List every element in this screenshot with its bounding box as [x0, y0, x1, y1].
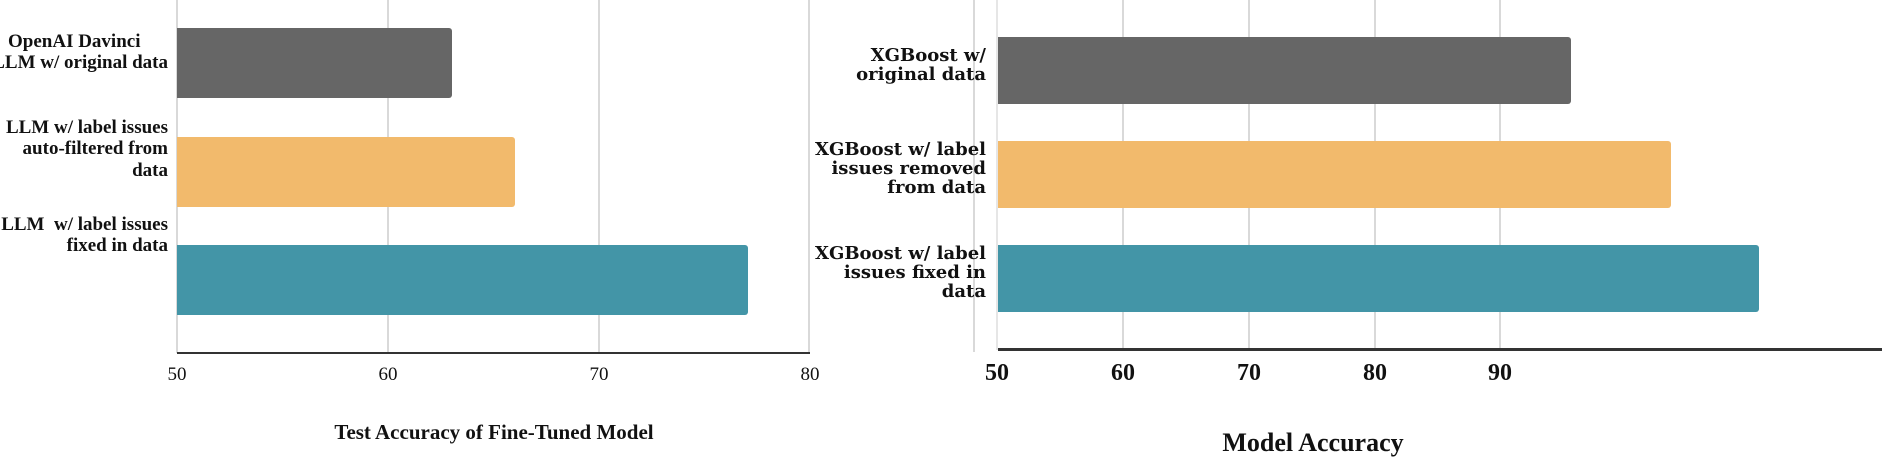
- tick-label: 50: [167, 364, 187, 385]
- category-label-xgb-removed: XGBoost w/ label issues removed from dat…: [786, 139, 986, 198]
- tick-label: 80: [1363, 360, 1387, 386]
- category-label-xgb-original: XGBoost w/ original data: [786, 45, 986, 85]
- label-line: LLM w/ label issues: [1, 214, 168, 235]
- gridline-80: [808, 0, 810, 353]
- label-line: issues removed: [831, 157, 986, 179]
- label-line: issues fixed in: [843, 261, 986, 283]
- label-line: OpenAI Davinci: [8, 31, 141, 52]
- tick-label: 60: [378, 364, 398, 385]
- x-axis-line: [177, 352, 810, 354]
- label-line: auto-filtered from: [22, 138, 168, 160]
- tick-label: 80: [800, 364, 820, 385]
- category-label-original: OpenAI Davinci LLM w/ original data: [0, 31, 168, 74]
- tick-label: 70: [1237, 360, 1261, 386]
- label-line: original data: [856, 63, 986, 85]
- tick-label: 50: [985, 360, 1009, 386]
- label-line: LLM w/ original data: [0, 52, 168, 74]
- bar-original-data: [177, 28, 452, 98]
- bar-auto-filtered: [177, 137, 515, 207]
- label-line: XGBoost w/ label: [815, 243, 986, 264]
- left-chart: OpenAI Davinci LLM w/ original data LLM …: [0, 0, 900, 470]
- tick-label: 70: [589, 364, 609, 385]
- panel-divider: [973, 0, 975, 352]
- x-axis-title: Model Accuracy: [1222, 428, 1404, 457]
- label-line: XGBoost w/ label: [815, 139, 986, 160]
- label-line: LLM w/ label issues: [5, 117, 168, 138]
- category-label-xgb-fixed: XGBoost w/ label issues fixed in data: [786, 243, 986, 302]
- category-label-auto-filtered: LLM w/ label issues auto-filtered from d…: [0, 117, 168, 181]
- axis-left-line: [996, 0, 998, 350]
- x-axis-title: Test Accuracy of Fine-Tuned Model: [334, 420, 654, 444]
- category-label-fixed: LLM w/ label issues fixed in data: [0, 214, 168, 257]
- tick-label: 60: [1111, 360, 1135, 386]
- gridline-70: [598, 0, 600, 353]
- label-line: fixed in data: [66, 235, 168, 257]
- bar-xgb-original: [998, 37, 1571, 104]
- x-axis-line: [998, 348, 1882, 351]
- tick-label: 90: [1488, 360, 1512, 386]
- label-line: from data: [887, 176, 986, 198]
- label-line: data: [132, 159, 168, 181]
- label-line: data: [941, 280, 986, 302]
- bar-fixed-data: [177, 245, 748, 315]
- label-line: XGBoost w/: [870, 45, 986, 66]
- bar-xgb-removed: [998, 141, 1671, 208]
- bar-xgb-fixed: [998, 245, 1759, 312]
